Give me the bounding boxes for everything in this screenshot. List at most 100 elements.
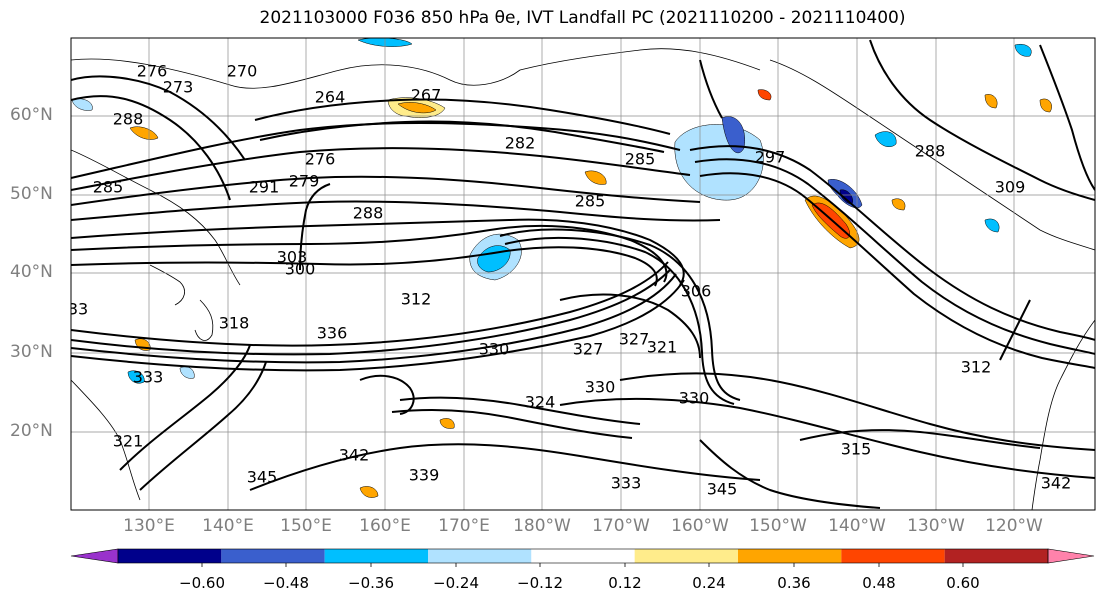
contour-label: 288 [353, 204, 384, 223]
contour-label: 303 [277, 248, 308, 267]
contour-label: 264 [315, 88, 346, 107]
contour-line [254, 98, 671, 135]
coastline-segment [71, 48, 761, 89]
contour-line [689, 145, 1095, 341]
colorbar-segment [118, 549, 222, 563]
anomaly-patch [439, 418, 455, 429]
contour-label: 285 [93, 178, 124, 197]
contour-line [699, 59, 723, 119]
contour-label: 312 [961, 358, 992, 377]
contour-label: 312 [401, 290, 432, 309]
anomaly-patch [984, 94, 998, 109]
contour-line [799, 429, 1041, 449]
colorbar-tick-label: −0.24 [433, 574, 479, 592]
colorbar-outline [117, 548, 1049, 564]
colorbar-tick-label: 0.36 [777, 574, 811, 592]
contour-line [359, 374, 415, 415]
colorbar-segment [428, 549, 532, 563]
latitude-label: 30°N [10, 342, 53, 362]
contour-line [391, 409, 633, 439]
anomaly-patch [127, 370, 145, 384]
colorbar-tick-label: 0.12 [608, 574, 642, 592]
anomaly-patch [584, 170, 607, 185]
longitude-label: 140°W [828, 516, 886, 536]
contour-label: 330 [679, 389, 710, 408]
contour-label: 327 [573, 340, 604, 359]
coastline-segment [71, 149, 241, 286]
contour-line [1039, 44, 1095, 191]
coastline-segment [149, 264, 185, 306]
anomaly-patch [757, 89, 772, 101]
colorbar-segment [944, 549, 1048, 563]
contour-label: 33 [68, 300, 88, 319]
contour-label: 270 [227, 62, 258, 81]
contour-line [71, 273, 677, 364]
latitude-label: 40°N [10, 262, 53, 282]
contour-line [699, 439, 881, 509]
theta-e-contours [71, 39, 1095, 509]
anomaly-patch [721, 116, 745, 154]
coastline-segment [769, 59, 1095, 251]
contour-label: 345 [707, 480, 738, 499]
colorbar-tick-label: −0.36 [348, 574, 394, 592]
contour-label: 288 [915, 142, 946, 161]
contour-label: 333 [611, 474, 642, 493]
colorbar-segment [634, 549, 738, 563]
map-title: 2021103000 F036 850 hPa θe, IVT Landfall… [259, 8, 906, 28]
contour-line [71, 175, 701, 206]
contour-label: 318 [219, 314, 250, 333]
anomaly-patch [891, 198, 906, 211]
contour-line [504, 236, 735, 405]
anomaly-patch [674, 124, 764, 201]
contour-label: 330 [479, 340, 510, 359]
contour-line [71, 200, 721, 222]
contour-line [694, 158, 1095, 355]
contour-line [71, 279, 685, 372]
contour-line [999, 299, 1031, 361]
contour-label: 321 [647, 338, 678, 357]
colorbar-segment [531, 549, 635, 563]
anomaly-patch [1014, 44, 1032, 57]
contour-line [71, 218, 685, 286]
anomaly-patch [874, 131, 897, 147]
contour-line [71, 246, 658, 287]
contour-label: 276 [137, 62, 168, 81]
contour-label: 291 [249, 178, 280, 197]
contour-label: 333 [133, 368, 164, 387]
contour-label: 288 [113, 110, 144, 129]
contour-label: 285 [625, 150, 656, 169]
contour-line [119, 344, 251, 471]
colorbar-tick-label: −0.12 [517, 574, 563, 592]
contour-label: 342 [339, 446, 370, 465]
contour-label: 273 [163, 78, 194, 97]
contour-line [559, 397, 1095, 479]
colorbar-extend-max [1047, 548, 1095, 564]
graticule [71, 38, 1095, 510]
contour-line [71, 95, 231, 201]
contour-line [619, 372, 1095, 451]
anomaly-patch [71, 98, 93, 111]
colorbar-segment [324, 549, 428, 563]
longitude-label: 150°E [280, 516, 332, 536]
contour-label: 327 [619, 330, 650, 349]
longitude-label: 170°W [592, 516, 650, 536]
contour-label: 315 [841, 440, 872, 459]
colorbar-extend-min [70, 548, 119, 564]
contour-line [699, 172, 1095, 369]
anomaly-patch [129, 126, 159, 140]
latitude-label: 20°N [10, 421, 53, 441]
longitude-label: 130°W [907, 516, 965, 536]
contour-label: 336 [317, 324, 348, 343]
contour-line [71, 75, 246, 161]
colorbar-segment [738, 549, 842, 563]
contour-line [139, 361, 267, 491]
contour-label: 324 [525, 393, 556, 412]
contour-label: 339 [409, 466, 440, 485]
longitude-label: 120°W [985, 516, 1043, 536]
contour-label: 309 [995, 178, 1026, 197]
longitude-label: 160°W [671, 516, 729, 536]
anomaly-patch [984, 218, 1000, 233]
contour-line [71, 261, 669, 347]
